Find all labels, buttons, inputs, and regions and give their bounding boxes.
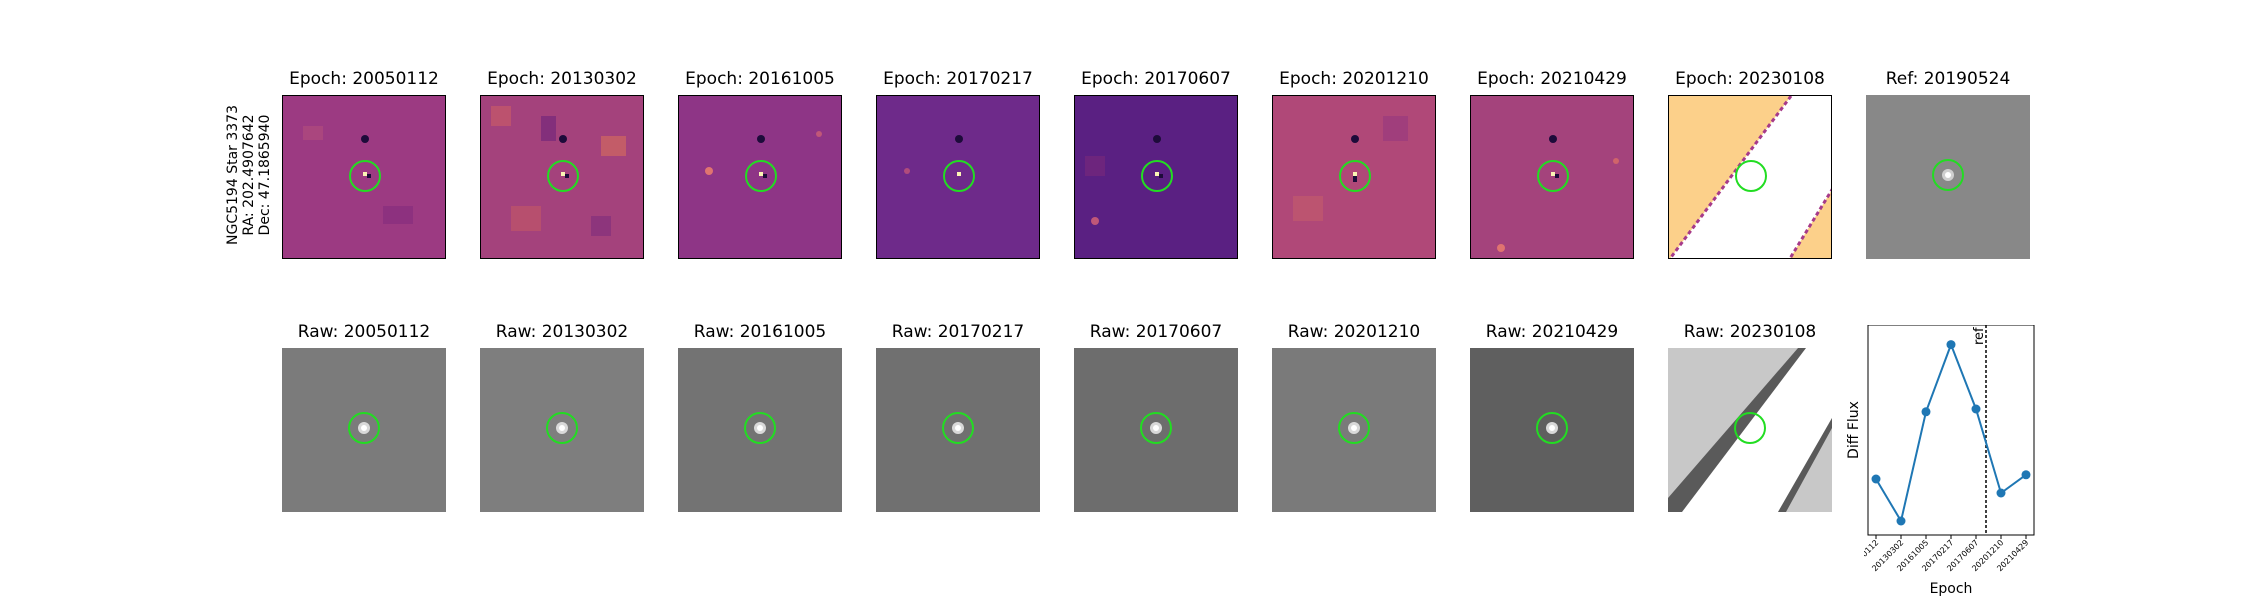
diff-image-5 [1074,95,1238,259]
panel-title-ref: Ref: 20190524 [1885,69,2011,89]
panel-title-raw-8: Raw: 20230108 [1683,322,1817,342]
panel-title-top-2: Epoch: 20130302 [487,69,637,89]
raw-image-8 [1668,348,1832,512]
panel-title-raw-1: Raw: 20050112 [297,322,431,342]
data-point [1871,474,1881,484]
panel-title-raw-3: Raw: 20161005 [693,322,827,342]
panel-title-top-7: Epoch: 20210429 [1477,69,1627,89]
raw-image-1 [282,348,446,512]
y-axis-label-wrapper: Diff Flux [1842,380,1864,480]
panel-title-raw-4: Raw: 20170217 [891,322,1025,342]
panel-title-top-6: Epoch: 20201210 [1279,69,1429,89]
raw-image-6 [1272,348,1436,512]
diff-image-6 [1272,95,1436,259]
plot-frame [1867,324,2035,536]
raw-image-4 [876,348,1040,512]
y-axis-label: Diff Flux [1846,401,1862,459]
panel-title-top-1: Epoch: 20050112 [289,69,439,89]
panel-title-raw-6: Raw: 20201210 [1287,322,1421,342]
panel-title-top-4: Epoch: 20170217 [883,69,1033,89]
raw-image-2 [480,348,644,512]
diff-image-7 [1470,95,1634,259]
object-info-label: NGC5194 Star 3373 RA: 202.4907642 Dec: 4… [223,95,293,255]
raw-image-5 [1074,348,1238,512]
data-point [1921,407,1931,417]
ref-image [1866,95,2030,259]
data-point [1946,340,1956,350]
raw-image-7 [1470,348,1634,512]
diff-image-3 [678,95,842,259]
panel-title-raw-7: Raw: 20210429 [1485,322,1619,342]
raw-image-3 [678,348,842,512]
panel-title-top-5: Epoch: 20170607 [1081,69,1231,89]
diff-image-2 [480,95,644,259]
data-point [2021,470,2031,480]
data-point [1996,488,2006,498]
diff-image-1 [282,95,446,259]
object-name-text: NGC5194 Star 3373 [225,105,241,245]
diff-image-8 [1668,95,1832,259]
panel-title-top-3: Epoch: 20161005 [685,69,835,89]
panel-title-raw-5: Raw: 20170607 [1089,322,1223,342]
data-point [1896,516,1906,526]
panel-title-raw-2: Raw: 20130302 [495,322,629,342]
ref-label: ref [1972,327,1987,345]
object-ra-text: RA: 202.4907642 [241,114,257,235]
panel-title-top-8: Epoch: 20230108 [1675,69,1825,89]
data-point [1971,404,1981,414]
x-axis-label: Epoch [1930,581,1973,597]
light-curve-chart: ref 20050112 20130302 20161005 20170217 20170… [1845,324,2054,604]
diff-image-4 [876,95,1040,259]
object-dec-text: Dec: 47.1865940 [257,115,273,236]
